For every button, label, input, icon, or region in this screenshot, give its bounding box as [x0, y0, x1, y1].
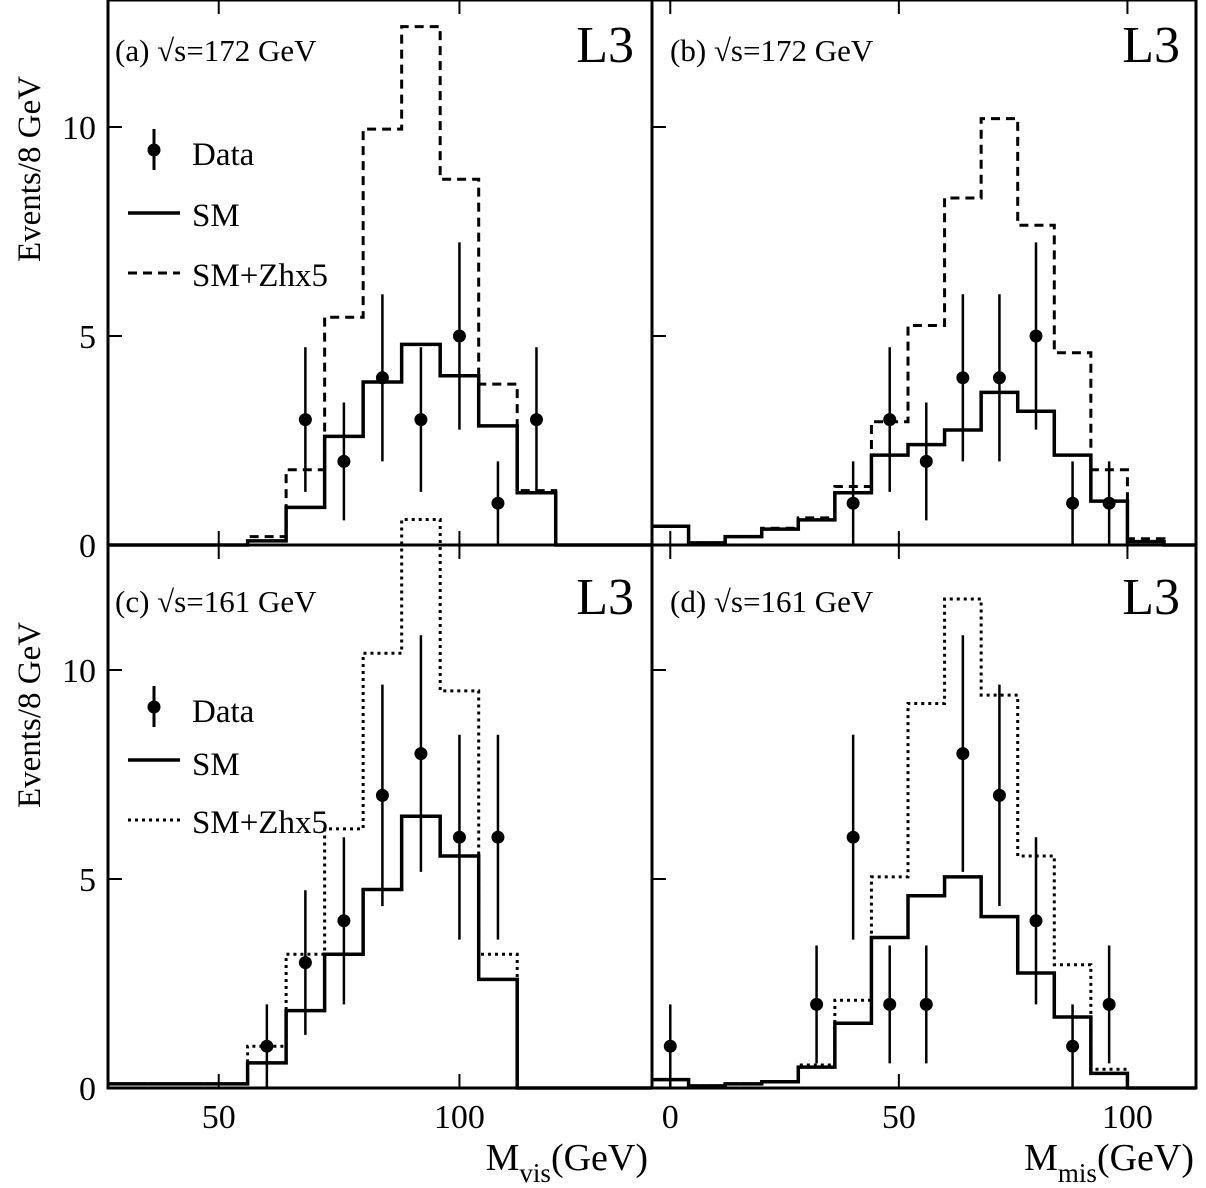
- data-point: [1102, 496, 1116, 510]
- panel-a: 5 10 0 (a) √s=172 GeV L3: [62, 0, 654, 565]
- plot-frame-a: [106, 0, 654, 547]
- data-point: [1066, 1039, 1080, 1053]
- data-point: [883, 413, 897, 427]
- y-tick-label: 0: [79, 528, 96, 565]
- legend-signal-label: SM+Zhx5: [192, 258, 328, 294]
- data-point: [414, 413, 428, 427]
- sm-histogram-line: [652, 875, 1196, 1090]
- sm-histogram-line: [108, 342, 652, 547]
- signal-histogram-a: [108, 25, 652, 547]
- data-point: [846, 830, 860, 844]
- data-point: [491, 496, 505, 510]
- data-point: [956, 747, 970, 761]
- x-axis-title-right-unit: (GeV): [1097, 1137, 1194, 1179]
- y-tick-label: 10: [62, 653, 96, 690]
- panel-label-d: (d) √s=161 GeV: [670, 584, 874, 619]
- data-point: [375, 788, 389, 802]
- data-point: [414, 747, 428, 761]
- y-tick-label: 5: [79, 862, 96, 899]
- x-axis-title-left-unit: (GeV): [551, 1137, 648, 1179]
- data-point: [992, 371, 1006, 385]
- sm-histogram-c: [108, 814, 652, 1090]
- signal-histogram-line: [108, 25, 652, 547]
- experiment-label-c: L3: [576, 569, 634, 626]
- data-point: [846, 496, 860, 510]
- experiment-label-d: L3: [1122, 569, 1180, 626]
- sm-histogram-line: [108, 814, 652, 1090]
- data-points-c: [260, 635, 505, 1088]
- panel-b: (b) √s=172 GeV L3: [650, 0, 1198, 547]
- data-point: [1066, 496, 1080, 510]
- data-point: [337, 914, 351, 928]
- x-axis-title-left: Mvis(GeV): [486, 1137, 648, 1188]
- data-point: [375, 371, 389, 385]
- x-tick-label: 50: [882, 1099, 916, 1136]
- data-points-b: [846, 242, 1116, 545]
- y-tick-label: 10: [62, 110, 96, 147]
- data-point: [992, 788, 1006, 802]
- x-axis-title-right: Mmis(GeV): [1024, 1137, 1194, 1188]
- data-point: [452, 329, 466, 343]
- data-point: [883, 997, 897, 1011]
- data-point: [810, 997, 824, 1011]
- data-point: [919, 454, 933, 468]
- experiment-label-b: L3: [1122, 17, 1180, 74]
- axis-ticks-a: 5 10 0: [62, 0, 461, 565]
- plot-frame-d: [650, 543, 1198, 1090]
- plot-frame-c: [106, 543, 654, 1090]
- panel-label-c: (c) √s=161 GeV: [115, 584, 317, 619]
- x-tick-label: 100: [434, 1099, 485, 1136]
- y-axis-title-top: Events/8 GeV: [12, 76, 48, 262]
- panel-d: 0 50 100 (d) √s=161 GeV L3: [650, 543, 1198, 1136]
- sm-histogram-a: [108, 342, 652, 547]
- x-tick-label: 50: [202, 1099, 236, 1136]
- data-point: [452, 830, 466, 844]
- x-axis-title-right-main: M: [1024, 1137, 1058, 1179]
- sm-histogram-line: [652, 390, 1196, 547]
- data-point: [1029, 914, 1043, 928]
- data-points-a: [298, 242, 543, 545]
- legend-top: Data SM SM+Zhx5: [128, 129, 328, 294]
- data-point: [956, 371, 970, 385]
- legend-data-marker: [147, 143, 161, 157]
- signal-histogram-line: [652, 117, 1196, 547]
- legend-sm-label: SM: [192, 747, 240, 783]
- data-point: [529, 413, 543, 427]
- data-point: [260, 1039, 274, 1053]
- y-tick-label: 0: [79, 1071, 96, 1108]
- panel-label-a: (a) √s=172 GeV: [115, 33, 317, 68]
- data-point: [1102, 997, 1116, 1011]
- x-axis-title-right-sub: mis: [1058, 1158, 1097, 1188]
- x-tick-label: 0: [662, 1099, 679, 1136]
- sm-histogram-b: [652, 390, 1196, 547]
- data-point: [1029, 329, 1043, 343]
- legend-bottom: Data SM SM+Zhx5: [128, 686, 328, 841]
- y-axis-title-bottom: Events/8 GeV: [12, 622, 48, 808]
- data-point: [663, 1039, 677, 1053]
- signal-histogram-d: [652, 597, 1196, 1090]
- signal-histogram-b: [652, 117, 1196, 547]
- data-points-d: [663, 635, 1116, 1088]
- data-point: [337, 454, 351, 468]
- experiment-label-a: L3: [576, 17, 634, 74]
- legend-signal-label: SM+Zhx5: [192, 805, 328, 841]
- x-tick-label: 100: [1102, 1099, 1153, 1136]
- sm-histogram-d: [652, 875, 1196, 1090]
- legend-sm-label: SM: [192, 198, 240, 234]
- signal-histogram-line: [652, 597, 1196, 1090]
- data-point: [491, 830, 505, 844]
- data-point: [298, 413, 312, 427]
- x-axis-title-left-sub: vis: [519, 1158, 551, 1188]
- data-point: [298, 956, 312, 970]
- legend-data-label: Data: [192, 694, 255, 730]
- panel-label-b: (b) √s=172 GeV: [670, 33, 874, 68]
- y-tick-label: 5: [79, 319, 96, 356]
- x-axis-title-left-main: M: [486, 1137, 520, 1179]
- data-point: [919, 997, 933, 1011]
- legend-data-label: Data: [192, 137, 255, 173]
- legend-data-marker: [147, 700, 161, 714]
